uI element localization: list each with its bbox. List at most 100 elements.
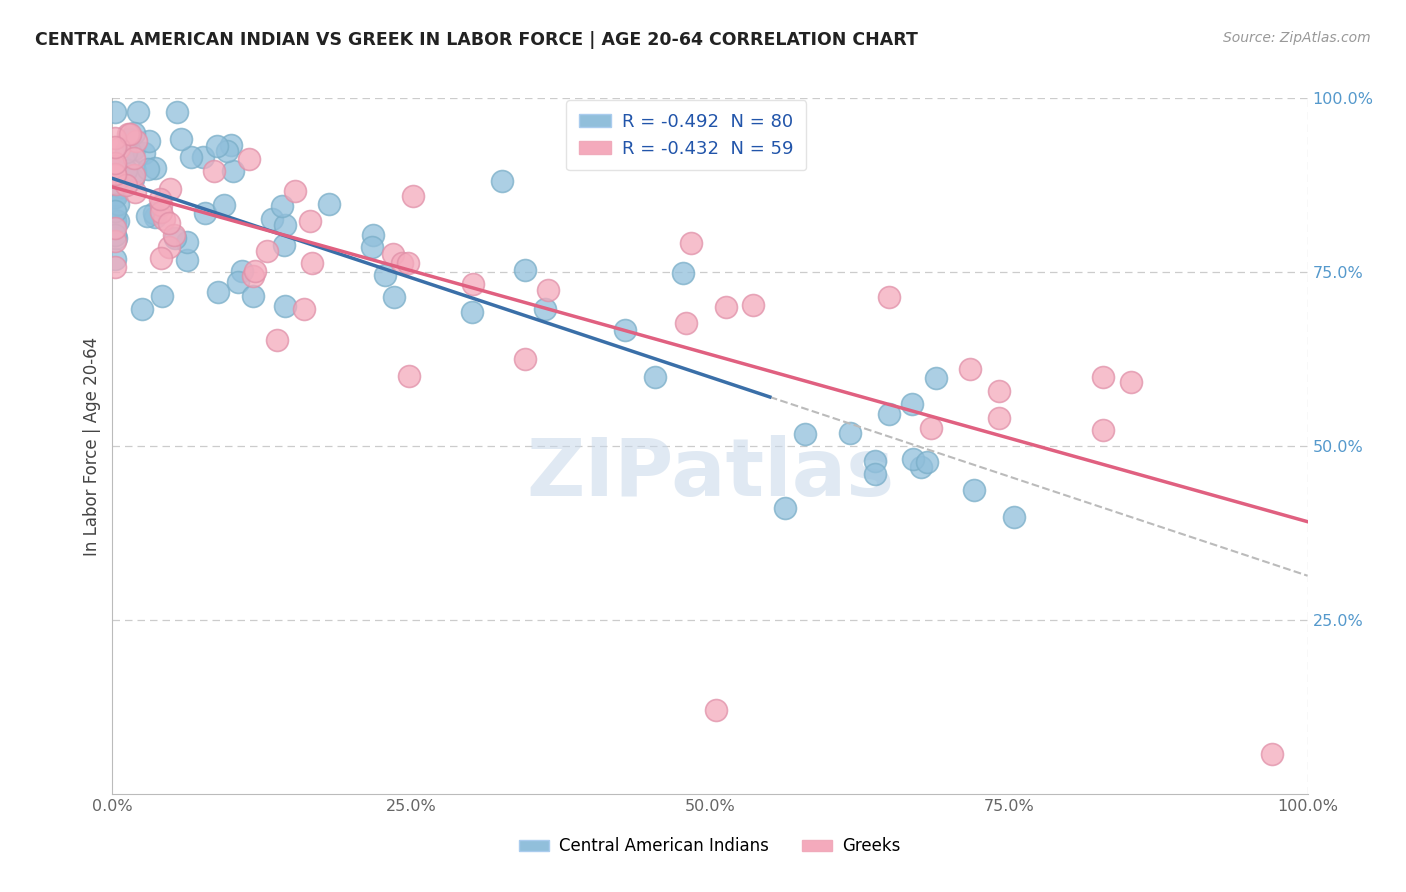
Point: [382, 247, 405, 261]
Point: [704, 703, 727, 717]
Point: [132, 146, 155, 161]
Point: [773, 500, 796, 515]
Point: [149, 251, 172, 265]
Point: [163, 227, 186, 242]
Point: [104, 228, 127, 243]
Point: [122, 168, 145, 182]
Point: [675, 316, 697, 330]
Point: [256, 244, 278, 259]
Point: [292, 302, 315, 317]
Point: [104, 252, 127, 266]
Point: [149, 198, 172, 212]
Point: [104, 190, 127, 204]
Point: [105, 188, 128, 202]
Point: [193, 150, 215, 164]
Point: [135, 210, 157, 224]
Point: [104, 159, 127, 173]
Point: [114, 163, 136, 178]
Point: [120, 127, 142, 141]
Point: [104, 234, 127, 248]
Point: [672, 266, 695, 280]
Text: CENTRAL AMERICAN INDIAN VS GREEK IN LABOR FORCE | AGE 20-64 CORRELATION CHART: CENTRAL AMERICAN INDIAN VS GREEK IN LABO…: [35, 31, 918, 49]
Point: [104, 167, 127, 181]
Point: [266, 333, 288, 347]
Point: [143, 211, 166, 225]
Legend: R = -0.492  N = 80, R = -0.432  N = 59: R = -0.492 N = 80, R = -0.432 N = 59: [567, 100, 806, 170]
Point: [274, 218, 297, 232]
Point: [136, 161, 159, 176]
Point: [716, 300, 738, 314]
Point: [104, 170, 127, 185]
Point: [910, 460, 932, 475]
Point: [117, 128, 139, 142]
Point: [274, 299, 297, 313]
Point: [219, 138, 242, 153]
Point: [153, 211, 176, 226]
Point: [149, 192, 172, 206]
Point: [242, 268, 264, 283]
Point: [149, 204, 172, 219]
Point: [391, 256, 413, 270]
Point: [143, 161, 166, 175]
Point: [273, 238, 295, 252]
Point: [361, 227, 384, 242]
Point: [925, 371, 948, 385]
Point: [107, 196, 129, 211]
Point: [644, 369, 666, 384]
Point: [157, 240, 180, 254]
Point: [104, 156, 127, 170]
Point: [382, 290, 405, 304]
Point: [107, 214, 129, 228]
Point: [138, 134, 160, 148]
Point: [515, 263, 537, 277]
Point: [207, 285, 229, 299]
Point: [1004, 510, 1026, 524]
Point: [104, 131, 127, 145]
Point: [115, 178, 138, 192]
Point: [127, 105, 149, 120]
Point: [180, 150, 202, 164]
Point: [361, 240, 384, 254]
Point: [681, 235, 703, 250]
Point: [262, 212, 284, 227]
Point: [863, 467, 886, 482]
Point: [104, 159, 127, 173]
Point: [107, 141, 129, 155]
Point: [122, 126, 145, 140]
Point: [513, 352, 536, 367]
Point: [987, 384, 1010, 398]
Point: [104, 178, 127, 192]
Point: [318, 197, 340, 211]
Point: [215, 144, 238, 158]
Point: [491, 174, 513, 188]
Point: [124, 163, 146, 178]
Point: [104, 260, 127, 274]
Point: [959, 361, 981, 376]
Point: [1260, 747, 1282, 761]
Point: [131, 301, 153, 316]
Point: [150, 289, 173, 303]
Point: [165, 231, 187, 245]
Point: [104, 221, 127, 235]
Point: [125, 135, 148, 149]
Point: [271, 199, 294, 213]
Point: [613, 323, 636, 337]
Point: [142, 206, 165, 220]
Point: [176, 235, 198, 249]
Point: [838, 426, 860, 441]
Point: [537, 283, 560, 297]
Point: [534, 302, 557, 317]
Point: [231, 263, 253, 277]
Point: [963, 483, 986, 498]
Point: [121, 172, 143, 186]
Point: [226, 275, 249, 289]
Point: [1091, 423, 1114, 437]
Point: [212, 197, 235, 211]
Point: [122, 142, 145, 156]
Point: [900, 397, 922, 411]
Point: [124, 151, 146, 165]
Point: [166, 105, 188, 120]
Y-axis label: In Labor Force | Age 20-64: In Labor Force | Age 20-64: [83, 336, 101, 556]
Point: [245, 263, 267, 277]
Point: [169, 132, 191, 146]
